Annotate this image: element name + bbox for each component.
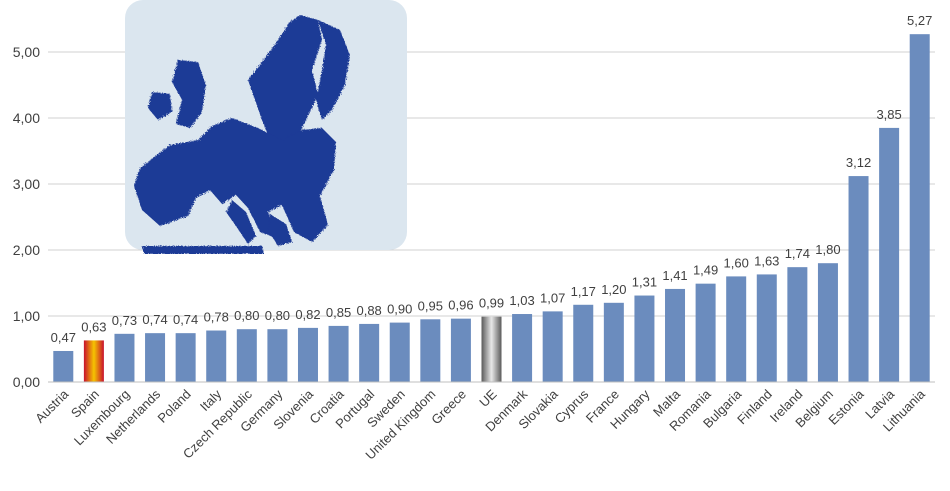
data-label: 1,63 — [754, 253, 779, 268]
bar-estonia — [848, 176, 869, 382]
bar-czech-republic — [236, 329, 257, 382]
bar-denmark — [512, 314, 533, 382]
data-label: 0,99 — [479, 296, 504, 311]
bar-portugal — [359, 323, 380, 382]
x-tick-label: Greece — [428, 387, 469, 428]
data-label: 0,74 — [173, 312, 198, 327]
bar-poland — [175, 333, 196, 382]
y-tick-label: 4,00 — [13, 110, 40, 126]
bar-italy — [206, 330, 227, 382]
y-tick-label: 2,00 — [13, 242, 40, 258]
data-label: 1,20 — [601, 282, 626, 297]
bar-france — [603, 302, 624, 382]
bar-croatia — [328, 325, 349, 382]
bar-malta — [665, 288, 686, 382]
data-label: 0,96 — [448, 298, 473, 313]
data-labels: 0,47 0,63 0,73 0,74 0,74 0,78 0,80 0,80 0,82 0,85… — [51, 13, 933, 345]
bar-romania — [695, 283, 716, 382]
data-label: 0,88 — [356, 303, 381, 318]
x-tick-label: Estonia — [825, 386, 867, 428]
bar-spain — [83, 340, 104, 382]
bar-cyprus — [573, 304, 594, 382]
bars — [53, 34, 930, 383]
data-label: 1,31 — [632, 275, 657, 290]
data-label: 0,73 — [112, 313, 137, 328]
data-label: 1,80 — [815, 242, 840, 257]
y-tick-label: 0,00 — [13, 374, 40, 390]
data-label: 1,49 — [693, 263, 718, 278]
data-label: 1,17 — [571, 284, 596, 299]
data-label: 1,41 — [662, 268, 687, 283]
bar-united-kingdom — [420, 319, 441, 382]
bar-germany — [267, 329, 288, 382]
x-tick-label: UE — [476, 386, 500, 410]
y-tick-label: 5,00 — [13, 44, 40, 60]
x-tick-label: Poland — [155, 387, 194, 426]
data-label: 1,03 — [509, 293, 534, 308]
x-tick-label: Austria — [32, 386, 72, 426]
bar-bulgaria — [726, 276, 747, 382]
data-label: 1,74 — [785, 246, 810, 261]
bar-netherlands — [145, 333, 166, 382]
data-label: 0,74 — [142, 312, 167, 327]
data-label: 0,85 — [326, 305, 351, 320]
x-tick-label: Finland — [734, 387, 775, 428]
data-label: 1,60 — [724, 255, 749, 270]
bar-luxembourg — [114, 333, 135, 382]
data-label: 0,80 — [234, 308, 259, 323]
bar-sweden — [389, 322, 410, 382]
bar-slovenia — [297, 327, 318, 382]
bar-ue — [481, 316, 502, 382]
bar-hungary — [634, 295, 655, 382]
data-label: 5,27 — [907, 13, 932, 28]
data-label: 0,80 — [265, 308, 290, 323]
x-tick-label: Cyprus — [552, 386, 592, 426]
bar-belgium — [817, 263, 838, 382]
data-label: 3,85 — [876, 107, 901, 122]
bar-slovakia — [542, 311, 563, 382]
data-label: 3,12 — [846, 155, 871, 170]
data-label: 0,95 — [418, 298, 443, 313]
bar-greece — [450, 318, 471, 382]
bar-latvia — [879, 127, 900, 383]
data-label: 0,63 — [81, 319, 106, 334]
y-tick-label: 3,00 — [13, 176, 40, 192]
bar-lithuania — [909, 34, 930, 383]
bar-ireland — [787, 267, 808, 382]
y-tick-label: 1,00 — [13, 308, 40, 324]
bar-austria — [53, 350, 74, 382]
y-axis-tick-labels: 0,00 1,00 2,00 3,00 4,00 5,00 — [13, 44, 40, 390]
europe-map-icon — [125, 0, 407, 254]
data-label: 0,82 — [295, 307, 320, 322]
data-label: 0,47 — [51, 330, 76, 345]
data-label: 1,07 — [540, 290, 565, 305]
bar-finland — [756, 274, 777, 382]
data-label: 0,90 — [387, 302, 412, 317]
data-label: 0,78 — [204, 310, 229, 325]
